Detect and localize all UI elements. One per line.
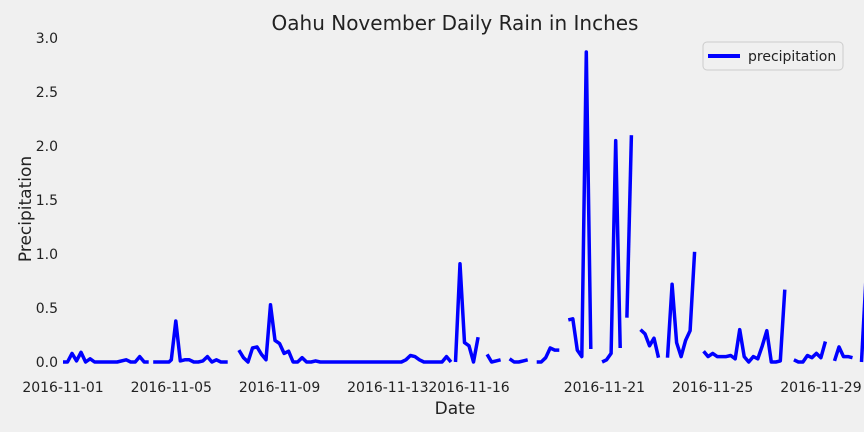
precipitation-line-segment bbox=[237, 303, 453, 364]
x-axis-ticks: 2016-11-01 2016-11-05 2016-11-09 2016-11-13… bbox=[22, 380, 861, 396]
x-tick-label: 2016-11-01 bbox=[22, 380, 103, 396]
precipitation-line-segment bbox=[508, 357, 529, 364]
y-tick-label: 0.5 bbox=[36, 301, 58, 317]
y-tick-label: 3.0 bbox=[36, 31, 58, 47]
precipitation-line-segment bbox=[153, 319, 228, 364]
x-tick-label: 2016-11-16 bbox=[428, 380, 509, 396]
precipitation-line-segment bbox=[63, 350, 149, 364]
y-tick-label: 1.0 bbox=[36, 247, 58, 263]
y-tick-label: 1.5 bbox=[36, 193, 58, 209]
y-tick-label: 0.0 bbox=[36, 355, 58, 371]
x-axis-label: Date bbox=[435, 399, 476, 419]
legend: precipitation bbox=[702, 41, 844, 71]
precipitation-line-segment bbox=[601, 138, 622, 364]
x-tick-label: 2016-11-05 bbox=[131, 380, 212, 396]
chart-title: Oahu November Daily Rain in Inches bbox=[272, 11, 639, 35]
y-tick-label: 2.5 bbox=[36, 85, 58, 101]
precipitation-line-segment bbox=[485, 353, 502, 364]
y-tick-label: 2.0 bbox=[36, 139, 58, 155]
precipitation-line-segment bbox=[453, 261, 480, 364]
precipitation-line-segment bbox=[567, 50, 593, 359]
precipitation-line-segment bbox=[639, 328, 661, 359]
x-tick-label: 2016-11-25 bbox=[672, 380, 753, 396]
precipitation-line-segment bbox=[625, 135, 634, 318]
y-axis-label: Precipitation bbox=[16, 156, 36, 262]
y-axis-ticks: 0.0 0.5 1.0 1.5 2.0 2.5 3.0 bbox=[36, 31, 58, 371]
legend-box bbox=[702, 41, 844, 71]
x-tick-label: 2016-11-13 bbox=[347, 380, 428, 396]
x-tick-label: 2016-11-29 bbox=[780, 380, 861, 396]
precipitation-line-segment bbox=[832, 345, 853, 362]
legend-label: precipitation bbox=[748, 49, 836, 65]
x-tick-label: 2016-11-09 bbox=[239, 380, 320, 396]
precipitation-line-segment bbox=[665, 251, 697, 359]
precipitation-line-segment bbox=[793, 341, 828, 364]
precipitation-line-segment bbox=[702, 289, 787, 364]
precipitation-line-segment bbox=[536, 346, 560, 364]
x-tick-label: 2016-11-21 bbox=[564, 380, 645, 396]
